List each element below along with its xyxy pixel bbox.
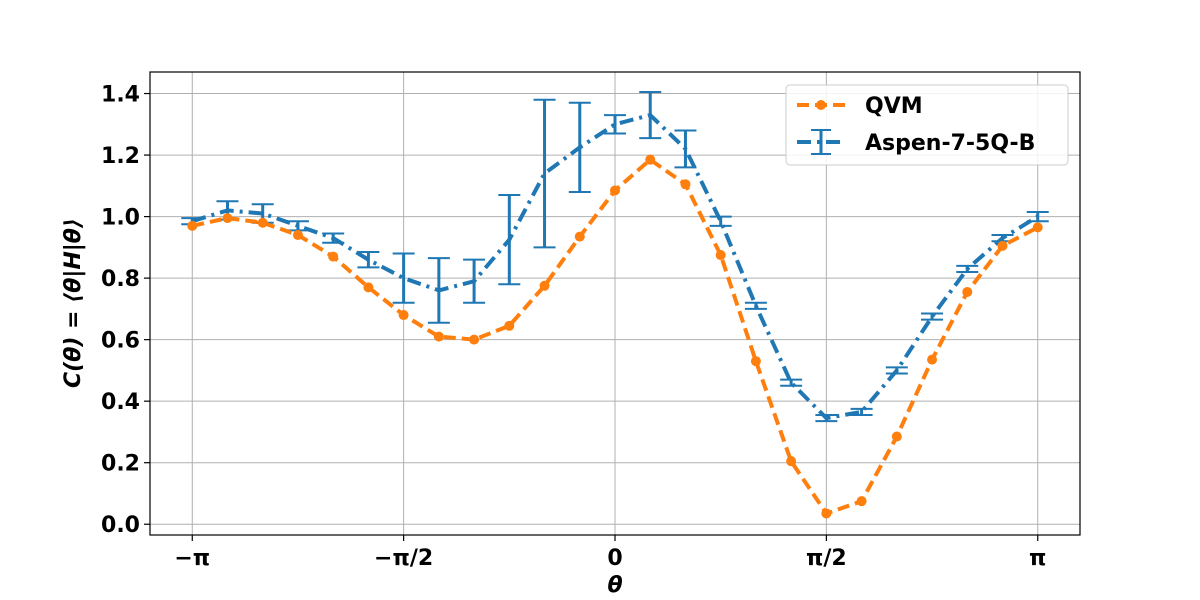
legend: QVM Aspen-7-5Q-B [785,84,1069,166]
y-tick-label: 0.6 [101,329,140,354]
x-axis-ticks: −π −π/2 0 π/2 π [174,535,1046,571]
legend-box [785,84,1069,166]
legend-entry: QVM [797,94,923,119]
y-tick-label: 0.2 [101,452,140,477]
x-axis-label: θ [607,573,622,598]
legend-entry: Aspen-7-5Q-B [797,129,1035,156]
data-point [1032,222,1043,233]
data-point [292,230,303,241]
data-point [187,220,198,231]
x-tick-label: −π [174,546,210,571]
data-point [997,240,1008,251]
data-point [856,496,867,507]
x-tick-label: 0 [607,546,622,571]
legend-label: QVM [865,94,923,119]
series-layer [181,90,1049,519]
data-point [786,456,797,467]
data-point [222,213,233,224]
data-point [821,508,832,519]
series-1 [181,90,1049,423]
series-0 [187,154,1043,519]
x-tick-label: π/2 [806,546,847,571]
y-tick-label: 0.4 [101,390,140,415]
x-tick-label: −π/2 [374,546,433,571]
data-point [927,354,938,365]
data-point [328,251,339,262]
y-tick-label: 1.0 [101,206,140,231]
data-point [891,431,902,442]
data-point [539,280,550,291]
data-point [645,154,656,165]
y-tick-label: 1.2 [101,144,140,169]
data-point [574,231,585,242]
y-tick-label: 0.8 [101,267,140,292]
series-line [191,113,1039,421]
data-point [433,331,444,342]
data-point [469,334,480,345]
legend-marker [816,100,826,110]
data-point [504,320,515,331]
data-point [257,217,268,228]
x-tick-label: π [1029,546,1046,571]
legend-label: Aspen-7-5Q-B [865,131,1035,156]
data-point [962,286,973,297]
data-point [610,185,620,196]
data-point [398,310,409,321]
data-point [680,179,691,190]
data-point [363,282,374,293]
data-point [715,250,726,261]
y-tick-label: 1.4 [101,83,140,108]
y-tick-label: 0.0 [101,513,140,538]
data-point [750,356,761,367]
y-axis-ticks: 0.0 0.2 0.4 0.6 0.8 1.0 1.2 1.4 [101,83,150,538]
y-axis-label: C(θ) = ⟨θ|H|θ⟩ [61,218,86,388]
